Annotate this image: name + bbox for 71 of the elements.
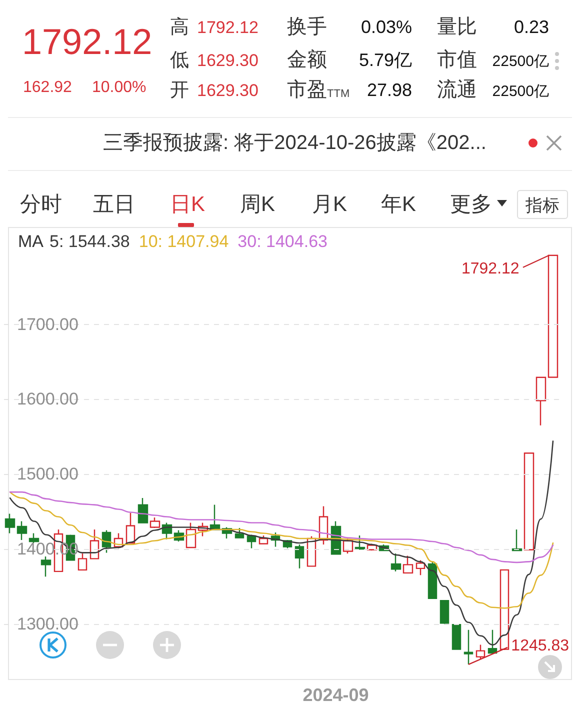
text: 月K (312, 192, 348, 216)
text: 162.92 (23, 79, 72, 96)
text: 分时 (20, 192, 62, 216)
candlestick (402, 555, 414, 574)
text: 量比 (437, 16, 477, 38)
text: 0.03% (360, 17, 412, 37)
text: 1792.12 (22, 21, 152, 62)
candlestick (306, 536, 316, 567)
line-series (9, 491, 554, 564)
text: 10.00% (92, 79, 146, 96)
candlestick (90, 528, 100, 560)
candlestick (524, 452, 534, 550)
candlestick (416, 560, 426, 576)
y-tick-label: 1600.00 (17, 390, 78, 409)
candlestick (390, 552, 402, 572)
candlestick (40, 556, 52, 578)
candlestick (4, 513, 16, 534)
candlestick (476, 644, 486, 660)
candlestick (150, 516, 160, 529)
text: 5: 1544.38 (50, 232, 130, 251)
text: 三季报预披露: 将于2024-10-26披露《202... (103, 132, 486, 154)
candlestick (102, 530, 112, 554)
text: 0.23 (514, 17, 549, 37)
text: 1629.30 (197, 50, 258, 70)
text: 10: 1407.94 (138, 232, 229, 251)
text: 指标 (517, 190, 568, 219)
y-tick-label: 1300.00 (17, 614, 78, 634)
text: 五日 (93, 192, 135, 216)
text: 年K (381, 192, 416, 216)
text: 日K (170, 192, 206, 216)
text: 换手 (287, 16, 327, 38)
candlestick (428, 561, 438, 599)
text: 27.98 (366, 80, 412, 100)
y-tick-label: 1500.00 (17, 464, 78, 484)
candlestick (512, 528, 522, 552)
text: 高 (170, 16, 189, 38)
text: 22500亿 (492, 52, 549, 70)
text: 低 (170, 50, 189, 70)
annotation: 1245.83 (511, 637, 570, 654)
candlestick (452, 624, 462, 650)
annotation: 1792.12 (461, 260, 520, 278)
text: 金额 (287, 49, 327, 71)
text: 1792.12 (197, 18, 258, 36)
text: 周K (240, 192, 276, 216)
candlestick (464, 629, 474, 666)
text: 1629.30 (197, 80, 258, 100)
candlestick (294, 544, 304, 570)
candlestick (78, 552, 88, 571)
text: 22500亿 (492, 82, 549, 100)
candlestick (536, 376, 546, 426)
text: 更多 (450, 192, 492, 216)
text: 开 (170, 80, 189, 100)
candlestick (258, 534, 268, 544)
candlestick (488, 629, 498, 654)
legend-title: MA (18, 232, 44, 251)
text: 5.79亿 (358, 50, 412, 70)
text: 流通 (437, 79, 477, 101)
text: 市值 (437, 49, 477, 71)
candlestick (234, 527, 244, 538)
candlestick (126, 512, 136, 544)
candlestick (440, 600, 450, 624)
line-series (9, 491, 554, 609)
y-tick-label: 1700.00 (17, 314, 78, 334)
candlestick (500, 569, 510, 651)
candlestick (138, 497, 148, 524)
candlestick (548, 254, 558, 378)
x-tick-label: 2024-09 (302, 685, 369, 705)
candlestick (246, 534, 256, 549)
candlestick (16, 520, 28, 541)
text: 30: 1404.63 (238, 232, 328, 251)
candlestick (186, 522, 196, 548)
